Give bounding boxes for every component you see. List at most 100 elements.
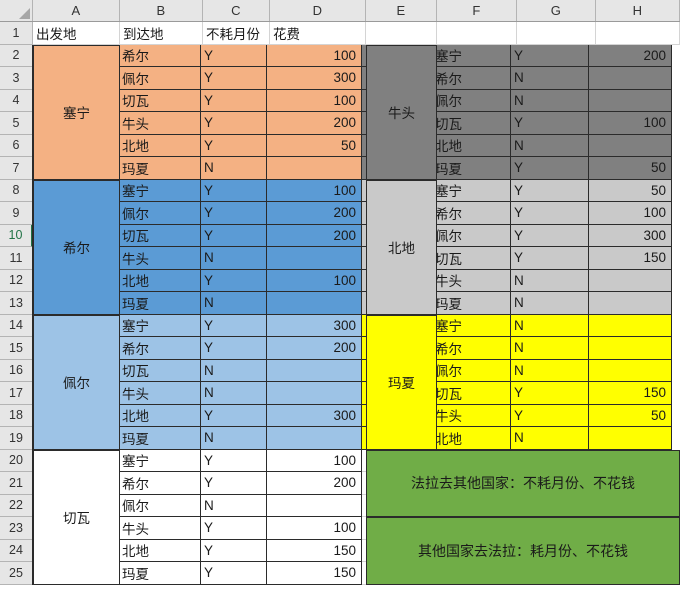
cell-g17-free-month[interactable]: Y [510,382,589,405]
cell-g8-free-month[interactable]: Y [510,179,589,202]
cell-d7-cost[interactable] [266,157,362,180]
cell-h8-cost[interactable]: 50 [588,179,672,202]
cell-b16-destination[interactable]: 切瓦 [118,359,201,382]
row-header-7[interactable]: 7 [0,157,33,180]
row-header-25[interactable]: 25 [0,562,33,585]
cell-c15-free-month[interactable]: Y [200,337,267,360]
cell-d9-cost[interactable]: 200 [266,202,362,225]
cell-d23-cost[interactable]: 100 [266,517,362,540]
cell-g3-free-month[interactable]: N [510,67,589,90]
column-header-h[interactable]: H [596,0,680,21]
cell-d5-cost[interactable]: 200 [266,112,362,135]
cell-d8-cost[interactable]: 100 [266,179,362,202]
cell-c16-free-month[interactable]: N [200,359,267,382]
cell-e1-empty[interactable] [366,22,437,45]
cell-d21-cost[interactable]: 200 [266,472,362,495]
row-header-11[interactable]: 11 [0,247,33,270]
cell-b18-destination[interactable]: 北地 [118,404,201,427]
cell-b20-destination[interactable]: 塞宁 [118,449,201,472]
cell-g5-free-month[interactable]: Y [510,112,589,135]
cell-c9-free-month[interactable]: Y [200,202,267,225]
row-header-15[interactable]: 15 [0,337,33,360]
cell-h4-cost[interactable] [588,89,672,112]
row-header-21[interactable]: 21 [0,472,33,495]
cell-b10-destination[interactable]: 切瓦 [118,224,201,247]
cell-f15-destination[interactable]: 希尔 [431,337,511,360]
cell-b2-destination[interactable]: 希尔 [118,44,201,67]
merged-origin-北地[interactable]: 北地 [366,179,437,315]
row-header-24[interactable]: 24 [0,539,33,562]
cell-f17-destination[interactable]: 切瓦 [431,382,511,405]
cell-b7-destination[interactable]: 玛夏 [118,157,201,180]
cell-d6-cost[interactable]: 50 [266,134,362,157]
cell-b8-destination[interactable]: 塞宁 [118,179,201,202]
cell-h7-cost[interactable]: 50 [588,157,672,180]
cell-d13-cost[interactable] [266,292,362,315]
cell-c21-free-month[interactable]: Y [200,472,267,495]
cell-c12-free-month[interactable]: Y [200,269,267,292]
cell-c17-free-month[interactable]: N [200,382,267,405]
merged-origin-切瓦[interactable]: 切瓦 [33,449,120,585]
cell-c24-free-month[interactable]: Y [200,539,267,562]
cell-d12-cost[interactable]: 100 [266,269,362,292]
cell-c13-free-month[interactable]: N [200,292,267,315]
cell-c2-free-month[interactable]: Y [200,44,267,67]
cell-d25-cost[interactable]: 150 [266,562,362,585]
select-all-corner[interactable] [0,0,33,21]
row-header-19[interactable]: 19 [0,427,33,450]
cell-f10-destination[interactable]: 佩尔 [431,224,511,247]
cell-b23-destination[interactable]: 牛头 [118,517,201,540]
row-header-4[interactable]: 4 [0,89,33,112]
row-header-12[interactable]: 12 [0,269,33,292]
row-header-5[interactable]: 5 [0,112,33,135]
cell-g13-free-month[interactable]: N [510,292,589,315]
merged-origin-牛头[interactable]: 牛头 [366,44,437,180]
cell-g12-free-month[interactable]: N [510,269,589,292]
cell-c23-free-month[interactable]: Y [200,517,267,540]
cell-f2-destination[interactable]: 塞宁 [431,44,511,67]
row-header-6[interactable]: 6 [0,134,33,157]
column-header-b[interactable]: B [120,0,203,21]
cell-d14-cost[interactable]: 300 [266,314,362,337]
cell-b24-destination[interactable]: 北地 [118,539,201,562]
cell-h12-cost[interactable] [588,269,672,292]
merged-origin-塞宁[interactable]: 塞宁 [33,44,120,180]
cell-d15-cost[interactable]: 200 [266,337,362,360]
cell-h16-cost[interactable] [588,359,672,382]
row-header-16[interactable]: 16 [0,359,33,382]
cell-f19-destination[interactable]: 北地 [431,427,511,450]
cell-h19-cost[interactable] [588,427,672,450]
cell-g7-free-month[interactable]: Y [510,157,589,180]
cell-c22-free-month[interactable]: N [200,494,267,517]
cell-c18-free-month[interactable]: Y [200,404,267,427]
cell-g16-free-month[interactable]: N [510,359,589,382]
cell-b3-destination[interactable]: 佩尔 [118,67,201,90]
merged-origin-希尔[interactable]: 希尔 [33,179,120,315]
cell-f6-destination[interactable]: 北地 [431,134,511,157]
cell-h18-cost[interactable]: 50 [588,404,672,427]
cell-f14-destination[interactable]: 塞宁 [431,314,511,337]
cell-d11-cost[interactable] [266,247,362,270]
cell-g11-free-month[interactable]: Y [510,247,589,270]
row-header-14[interactable]: 14 [0,314,33,337]
row-header-3[interactable]: 3 [0,67,33,90]
row-header-17[interactable]: 17 [0,382,33,405]
merged-origin-玛夏[interactable]: 玛夏 [366,314,437,450]
cell-h14-cost[interactable] [588,314,672,337]
cell-d18-cost[interactable]: 300 [266,404,362,427]
cell-f7-destination[interactable]: 玛夏 [431,157,511,180]
cell-c7-free-month[interactable]: N [200,157,267,180]
cell-g18-free-month[interactable]: Y [510,404,589,427]
cell-b13-destination[interactable]: 玛夏 [118,292,201,315]
cell-b25-destination[interactable]: 玛夏 [118,562,201,585]
cell-d22-cost[interactable] [266,494,362,517]
cell-h2-cost[interactable]: 200 [588,44,672,67]
cell-b22-destination[interactable]: 佩尔 [118,494,201,517]
cell-c14-free-month[interactable]: Y [200,314,267,337]
cell-c10-free-month[interactable]: Y [200,224,267,247]
cell-b14-destination[interactable]: 塞宁 [118,314,201,337]
cell-h1-empty[interactable] [596,22,680,45]
cell-g15-free-month[interactable]: N [510,337,589,360]
cell-h10-cost[interactable]: 300 [588,224,672,247]
cell-c19-free-month[interactable]: N [200,427,267,450]
